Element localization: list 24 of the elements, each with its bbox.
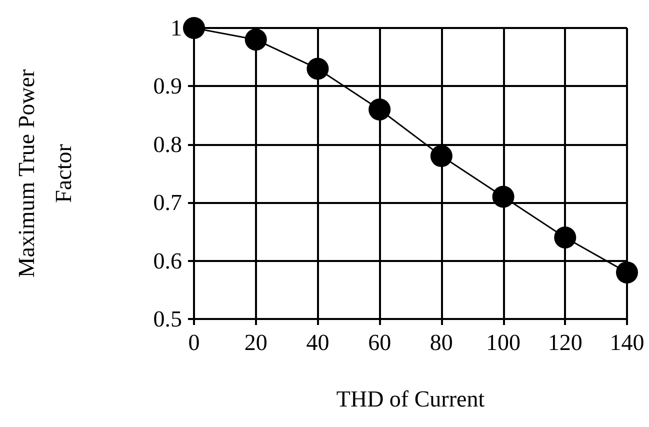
point bbox=[554, 226, 576, 249]
x-tick-label: 20 bbox=[244, 330, 268, 355]
x-tick-label: 40 bbox=[306, 330, 330, 355]
point bbox=[306, 58, 329, 80]
y-tick-label: 0.8 bbox=[153, 132, 182, 157]
point bbox=[616, 261, 638, 284]
point bbox=[244, 28, 267, 51]
y-tick-label: 0.7 bbox=[153, 190, 182, 216]
point bbox=[492, 186, 514, 208]
y-axis-title: Maximum True Power Factor bbox=[14, 69, 76, 278]
y-tick-label: 0.9 bbox=[153, 74, 182, 99]
y-tick-label: 0.6 bbox=[153, 248, 182, 274]
point bbox=[183, 17, 205, 39]
y-tick-label: 1 bbox=[170, 16, 182, 40]
x-tick-label: 140 bbox=[610, 330, 644, 355]
x-tick-label: 120 bbox=[548, 330, 582, 355]
x-axis-title: THD of Current bbox=[336, 386, 486, 412]
y-tick-label: 0.5 bbox=[153, 306, 182, 332]
x-tick-label: 80 bbox=[430, 330, 453, 355]
x-tick-label: 0 bbox=[188, 330, 200, 355]
point bbox=[368, 98, 391, 120]
point bbox=[430, 145, 452, 168]
x-tick-label: 100 bbox=[486, 330, 521, 355]
x-tick-label: 60 bbox=[368, 330, 392, 355]
